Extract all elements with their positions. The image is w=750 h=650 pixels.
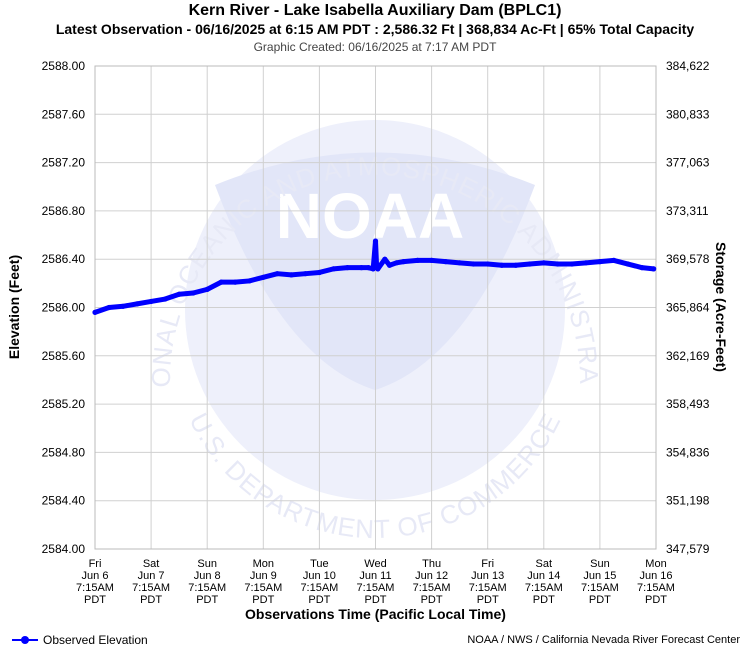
grid xyxy=(94,65,657,550)
data-point xyxy=(218,279,224,285)
legend: Observed Elevation xyxy=(12,633,148,647)
legend-line-marker xyxy=(12,636,38,644)
data-point xyxy=(375,266,381,272)
chart-title: Kern River - Lake Isabella Auxiliary Dam… xyxy=(188,2,562,19)
data-point xyxy=(429,257,435,264)
data-point xyxy=(597,259,603,265)
y2-tick-label: 380,833 xyxy=(666,107,710,121)
x-tick-label: Fri Jun 6 7:15AM PDT xyxy=(76,558,114,606)
right-axis-ticks: 384,622 380,833 377,063 373,311 369,578 365,8… xyxy=(666,59,710,556)
data-point xyxy=(382,256,388,262)
x-tick-label: Fri Jun 13 7:15AM PDT xyxy=(469,558,507,606)
y-tick-label: 2586.40 xyxy=(42,252,86,266)
y-tick-label: 2586.00 xyxy=(42,301,86,315)
data-point xyxy=(260,274,266,280)
data-point xyxy=(344,265,351,271)
y2-tick-label: 351,198 xyxy=(666,494,710,508)
observed-elevation-series xyxy=(92,238,657,315)
x-tick-label: Sun Jun 8 7:15AM PDT xyxy=(188,558,226,606)
x-tick-label: Wed Jun 11 7:15AM PDT xyxy=(357,558,395,606)
y-tick-label: 2584.00 xyxy=(42,542,86,556)
y-tick-label: 2588.00 xyxy=(42,59,86,73)
data-point xyxy=(625,261,631,267)
data-point xyxy=(232,279,238,285)
data-point xyxy=(457,260,463,266)
data-point xyxy=(527,261,533,267)
x-tick-label: Tue Jun 10 7:15AM PDT xyxy=(300,558,338,606)
y2-tick-label: 384,622 xyxy=(666,59,710,73)
y2-tick-label: 365,864 xyxy=(666,301,710,315)
data-point xyxy=(330,266,337,272)
data-point xyxy=(651,266,657,272)
data-point xyxy=(246,278,252,284)
data-point xyxy=(92,309,98,315)
data-point xyxy=(583,260,589,266)
data-point xyxy=(302,271,308,277)
data-point xyxy=(386,262,393,268)
data-point xyxy=(400,259,407,265)
data-point xyxy=(288,272,294,278)
data-point xyxy=(485,261,491,267)
data-point xyxy=(204,286,210,292)
left-axis-label: Elevation (Feet) xyxy=(6,254,22,360)
x-tick-label: Sat Jun 14 7:15AM PDT xyxy=(525,558,563,606)
x-axis-label: Observations Time (Pacific Local Time) xyxy=(245,606,506,622)
x-tick-label: Sun Jun 15 7:15AM PDT xyxy=(581,558,619,606)
data-point xyxy=(443,259,449,265)
data-point xyxy=(639,265,645,271)
data-point xyxy=(176,291,182,297)
data-point xyxy=(393,260,400,266)
data-point xyxy=(358,265,365,271)
data-point xyxy=(134,301,140,307)
y2-tick-label: 369,578 xyxy=(666,252,710,266)
legend-label: Observed Elevation xyxy=(43,633,148,647)
data-point xyxy=(120,303,126,309)
data-point xyxy=(316,269,322,276)
data-point xyxy=(372,238,379,244)
x-axis-ticks: Fri Jun 6 7:15AM PDT Sat Jun 7 7:15AM PDT Sun Jun… xyxy=(76,558,675,606)
x-tick-label: Mon Jun 9 7:15AM PDT xyxy=(244,558,282,606)
data-point xyxy=(365,265,372,271)
y-tick-label: 2584.40 xyxy=(42,494,86,508)
y-tick-label: 2585.20 xyxy=(42,397,86,411)
data-point xyxy=(611,257,617,264)
x-tick-label: Sat Jun 7 7:15AM PDT xyxy=(132,558,170,606)
data-point xyxy=(190,290,196,296)
y2-tick-label: 377,063 xyxy=(666,156,710,170)
y2-tick-label: 358,493 xyxy=(666,397,710,411)
y-tick-label: 2585.60 xyxy=(42,349,86,363)
data-point xyxy=(555,261,561,267)
y2-tick-label: 362,169 xyxy=(666,349,710,363)
latest-observation-subtitle: Latest Observation - 06/16/2025 at 6:15 … xyxy=(55,21,695,37)
x-tick-label: Mon Jun 16 7:15AM PDT xyxy=(637,558,675,606)
y-tick-label: 2586.80 xyxy=(42,204,86,218)
data-point xyxy=(274,271,280,277)
y2-tick-label: 347,579 xyxy=(666,542,710,556)
y2-tick-label: 354,836 xyxy=(666,445,710,459)
data-point xyxy=(414,257,421,264)
data-point xyxy=(513,262,519,268)
data-point xyxy=(162,296,168,302)
y-tick-label: 2584.80 xyxy=(42,445,86,459)
y2-tick-label: 373,311 xyxy=(666,204,709,218)
data-point xyxy=(541,260,547,266)
data-point xyxy=(148,298,154,305)
y-tick-label: 2587.60 xyxy=(42,107,86,121)
right-axis-label: Storage (Acre-Feet) xyxy=(713,242,729,372)
x-tick-label: Thu Jun 12 7:15AM PDT xyxy=(413,558,451,606)
plot-frame xyxy=(94,65,657,550)
watermark-logo-text: NOAA xyxy=(276,180,464,252)
data-point xyxy=(569,261,575,267)
y-tick-label: 2587.20 xyxy=(42,156,86,170)
data-point xyxy=(499,262,505,268)
credit-text: NOAA / NWS / California Nevada River For… xyxy=(467,634,740,646)
data-point xyxy=(106,304,112,311)
data-point xyxy=(471,261,477,267)
left-axis-ticks: 2588.00 2587.60 2587.20 2586.80 2586.40 2586.… xyxy=(42,59,86,556)
graphic-created-note: Graphic Created: 06/16/2025 at 7:17 AM P… xyxy=(253,40,497,54)
